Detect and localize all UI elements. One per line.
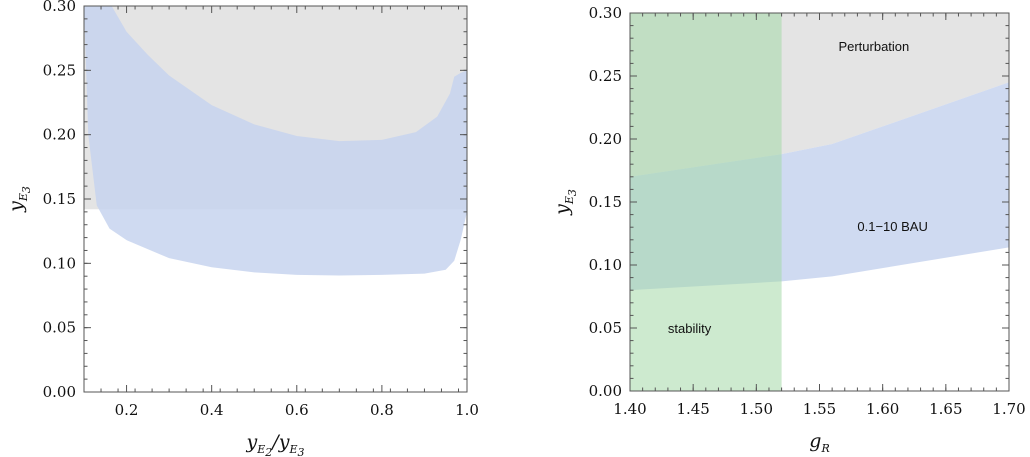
- y-tick-label: 0.05: [589, 319, 622, 337]
- y-axis-title: yE3: [5, 186, 33, 213]
- y-axis-title: yE3: [551, 189, 579, 216]
- y-tick-label: 0.25: [43, 61, 76, 79]
- x-tick-label: 1.70: [992, 400, 1025, 418]
- y-tick-label: 0.20: [589, 130, 622, 148]
- x-tick-label: 0.4: [200, 401, 224, 419]
- y-tick-label: 0.00: [43, 383, 76, 401]
- x-ticks-group: 0.2 0.4 0.6 0.8 1.0: [83, 6, 479, 419]
- y-tick-label: 0.15: [589, 193, 622, 211]
- y-tick-label: 0.05: [43, 319, 76, 337]
- x-axis-title: yE2/yE3: [246, 431, 305, 457]
- y-tick-label: 0.30: [43, 0, 76, 15]
- x-tick-label: 0.6: [285, 401, 309, 419]
- right-chart-panel: 1.40 1.45 1.50 1.55 1.60 1.65 1.70 0.00 0.05 0.10…: [551, 4, 1026, 455]
- x-tick-label: 0.2: [115, 401, 139, 419]
- y-tick-label: 0.25: [589, 67, 622, 85]
- y-tick-label: 0.20: [43, 126, 76, 144]
- y-ticks-group: 0.00 0.05 0.10 0.15 0.20 0.25 0.30: [589, 4, 1009, 400]
- x-axis-title: gR: [809, 430, 829, 455]
- region-label: Perturbation: [838, 39, 909, 54]
- region-label: stability: [668, 321, 712, 336]
- region-label: 0.1−10 BAU: [857, 219, 927, 234]
- x-tick-label: 1.55: [803, 400, 836, 418]
- x-tick-label: 1.0: [455, 401, 479, 419]
- x-tick-label: 1.65: [929, 400, 962, 418]
- region-2-area: [630, 13, 782, 391]
- x-tick-label: 1.50: [740, 400, 773, 418]
- x-tick-label: 1.60: [866, 400, 899, 418]
- left-chart-panel: 0.2 0.4 0.6 0.8 1.00.000.050.100.150.200.250…: [5, 0, 479, 457]
- x-ticks-group: 1.40 1.45 1.50 1.55 1.60 1.65 1.70: [613, 13, 1026, 418]
- y-tick-label: 0.30: [589, 4, 622, 22]
- x-tick-label: 1.45: [676, 400, 709, 418]
- regions-group: [84, 6, 467, 276]
- region-1-area: [84, 6, 467, 276]
- regions-group: [630, 13, 1009, 391]
- y-tick-label: 0.00: [589, 382, 622, 400]
- y-tick-label: 0.10: [589, 256, 622, 274]
- y-ticks-group: 0.00 0.05 0.10 0.15 0.20 0.25 0.30: [43, 0, 467, 401]
- y-tick-label: 0.15: [43, 190, 76, 208]
- x-tick-label: 1.40: [613, 400, 646, 418]
- x-tick-label: 0.8: [370, 401, 394, 419]
- y-tick-label: 0.10: [43, 254, 76, 272]
